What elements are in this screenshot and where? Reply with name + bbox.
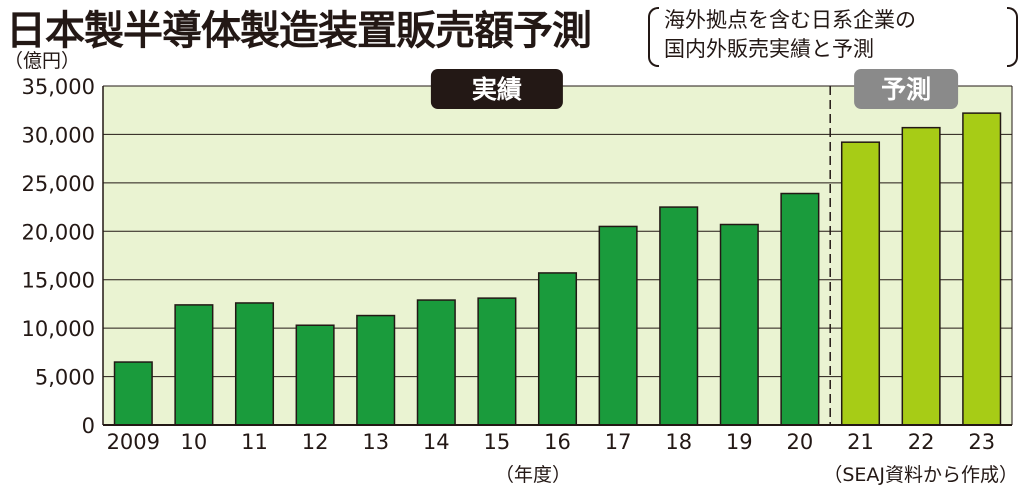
- y-tick-label: 5,000: [35, 366, 95, 390]
- actual-bar: [234, 302, 275, 426]
- actual-bar: [719, 223, 759, 426]
- x-tick-label: 21: [847, 430, 874, 454]
- x-tick-label: 22: [908, 430, 935, 454]
- forecast-bar: [962, 112, 1002, 426]
- actual-badge: 実績: [430, 69, 563, 109]
- x-tick-label: 11: [241, 430, 268, 454]
- x-tick-label: 2009: [107, 430, 160, 454]
- source-note: （SEAJ資料から作成）: [823, 464, 1018, 486]
- x-axis-unit: （年度）: [495, 464, 572, 486]
- actual-bar: [356, 314, 396, 426]
- actual-badge-bg: [430, 69, 563, 109]
- x-tick-labels: 2009 10 11 12 13 14 15 16 17 18 19 20 21 22 23: [107, 430, 995, 454]
- x-tick-label: 12: [302, 430, 329, 454]
- forecast-bar: [840, 141, 881, 426]
- x-tick-label: 17: [605, 430, 632, 454]
- chart-note: 海外拠点を含む日系企業の 国内外販売実績と予測: [648, 4, 1018, 67]
- actual-bar: [416, 299, 456, 426]
- actual-bar: [659, 206, 699, 426]
- actual-bar: [477, 297, 517, 426]
- y-tick-label: 25,000: [22, 172, 95, 196]
- actual-bar: [295, 324, 335, 426]
- x-tick-label: 14: [423, 430, 450, 454]
- x-tick-label: 15: [484, 430, 511, 454]
- y-tick-label: 10,000: [22, 317, 95, 341]
- forecast-badge-bg: [854, 69, 959, 109]
- actual-bar: [780, 192, 820, 426]
- y-tick-label: 30,000: [22, 123, 95, 147]
- y-tick-labels: 0 5,000 10,000 15,000 20,000 25,000 30,000 35,0…: [22, 75, 95, 438]
- x-tick-label: 16: [544, 430, 571, 454]
- note-bracket-left: [648, 7, 659, 67]
- actual-bar: [174, 304, 214, 426]
- x-tick-label: 23: [968, 430, 995, 454]
- actual-badge-label: 実績: [472, 75, 522, 104]
- y-tick-label: 35,000: [22, 75, 95, 99]
- chart-title: 日本製半導体製造装置販売額予測: [6, 8, 592, 54]
- note-line-1: 海外拠点を含む日系企業の: [664, 8, 916, 32]
- y-axis-unit: （億円）: [4, 50, 81, 72]
- actual-bar: [113, 361, 153, 426]
- y-tick-label: 20,000: [22, 220, 95, 244]
- actual-bar: [598, 225, 638, 426]
- x-tick-label: 18: [665, 430, 692, 454]
- forecast-bar: [901, 126, 941, 426]
- x-tick-label: 10: [181, 430, 208, 454]
- x-tick-label: 20: [787, 430, 814, 454]
- axes: [102, 86, 1013, 426]
- badges: 実績 予測: [430, 69, 959, 109]
- y-tick-label: 15,000: [22, 269, 95, 293]
- x-tick-label: 19: [726, 430, 753, 454]
- actual-bar: [537, 272, 578, 426]
- note-line-2: 国内外販売実績と予測: [664, 37, 874, 61]
- x-tick-label: 13: [362, 430, 389, 454]
- y-tick-label: 0: [82, 414, 95, 438]
- forecast-badge: 予測: [854, 69, 959, 109]
- forecast-badge-label: 予測: [881, 75, 931, 104]
